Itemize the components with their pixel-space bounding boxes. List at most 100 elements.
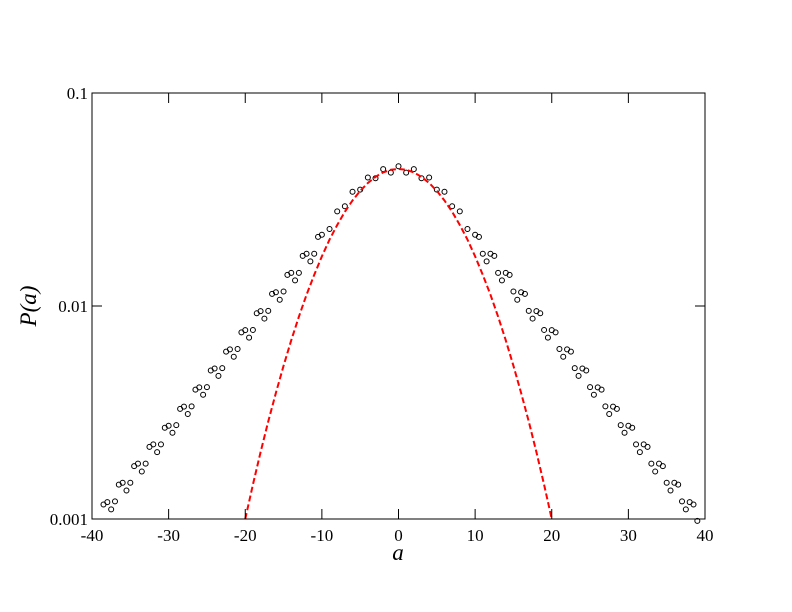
data-point xyxy=(196,384,203,391)
x-tick-label: 30 xyxy=(620,526,637,545)
data-point xyxy=(598,386,605,393)
y-axis-title: P(a) xyxy=(16,286,41,328)
data-point xyxy=(272,289,279,296)
data-point xyxy=(556,346,563,353)
y-tick-label: 0.001 xyxy=(50,510,88,529)
data-point xyxy=(215,372,222,379)
data-point xyxy=(571,365,578,372)
x-tick-label: 0 xyxy=(394,526,403,545)
data-point xyxy=(456,208,463,215)
data-point xyxy=(276,296,283,303)
data-point xyxy=(602,403,609,410)
data-point xyxy=(629,424,636,431)
data-point xyxy=(173,422,180,429)
data-point xyxy=(134,460,141,467)
data-point xyxy=(395,163,402,170)
data-point xyxy=(541,326,548,333)
data-point xyxy=(663,479,670,486)
data-point xyxy=(613,405,620,412)
data-point xyxy=(682,506,689,513)
data-point xyxy=(659,463,666,470)
data-point xyxy=(265,307,272,314)
data-point xyxy=(295,269,302,276)
data-point xyxy=(349,188,356,195)
data-point xyxy=(165,422,172,429)
data-point xyxy=(479,250,486,257)
data-point xyxy=(311,250,318,257)
data-point xyxy=(652,468,659,475)
data-point xyxy=(552,329,559,336)
data-point xyxy=(169,429,176,436)
data-point xyxy=(667,487,674,494)
data-point xyxy=(123,487,130,494)
data-point xyxy=(108,506,115,513)
data-point xyxy=(644,443,651,450)
data-point xyxy=(675,481,682,488)
x-tick-label: 40 xyxy=(697,526,714,545)
data-point xyxy=(636,449,643,456)
data-point xyxy=(111,498,118,505)
data-point xyxy=(648,460,655,467)
data-point xyxy=(590,391,597,398)
data-point xyxy=(292,277,299,284)
data-point xyxy=(203,384,210,391)
data-point xyxy=(142,460,149,467)
data-point xyxy=(633,441,640,448)
data-point xyxy=(506,271,513,278)
data-point xyxy=(184,411,191,418)
data-point xyxy=(567,348,574,355)
data-point xyxy=(200,391,207,398)
data-point xyxy=(426,174,433,181)
x-axis-title: a xyxy=(392,540,404,565)
data-point xyxy=(537,310,544,317)
data-point xyxy=(249,326,256,333)
data-point xyxy=(150,441,157,448)
data-point xyxy=(521,290,528,297)
data-point xyxy=(154,449,161,456)
data-point xyxy=(483,258,490,265)
data-point xyxy=(246,334,253,341)
data-point xyxy=(690,501,697,508)
data-point xyxy=(495,269,502,276)
data-point xyxy=(242,327,249,334)
data-point xyxy=(341,203,348,210)
x-tick-label: -20 xyxy=(234,526,257,545)
data-point xyxy=(157,441,164,448)
data-point xyxy=(694,517,701,524)
data-point xyxy=(403,169,410,176)
data-point xyxy=(449,203,456,210)
data-point xyxy=(138,468,145,475)
x-tick-label: 20 xyxy=(543,526,560,545)
x-tick-label: 10 xyxy=(467,526,484,545)
data-point xyxy=(491,252,498,259)
data-point xyxy=(261,315,268,322)
data-point xyxy=(498,277,505,284)
data-point xyxy=(514,296,521,303)
data-point xyxy=(525,307,532,314)
y-tick-label: 0.01 xyxy=(58,297,88,316)
data-point xyxy=(280,288,287,295)
data-point xyxy=(230,353,237,360)
data-point xyxy=(119,479,126,486)
data-point xyxy=(510,288,517,295)
data-point xyxy=(104,499,111,506)
fit-curve xyxy=(244,167,553,520)
data-point xyxy=(307,258,314,265)
data-point xyxy=(617,422,624,429)
data-point xyxy=(575,372,582,379)
y-tick-label: 0.1 xyxy=(67,84,88,103)
data-point xyxy=(606,411,613,418)
data-point xyxy=(127,479,134,486)
data-point xyxy=(529,315,536,322)
data-point xyxy=(587,384,594,391)
data-point xyxy=(326,225,333,232)
data-point xyxy=(679,498,686,505)
data-point xyxy=(288,269,295,276)
x-tick-label: -40 xyxy=(81,526,104,545)
data-point xyxy=(219,365,226,372)
data-point xyxy=(257,308,264,315)
data-point xyxy=(211,365,218,372)
data-point xyxy=(560,353,567,360)
